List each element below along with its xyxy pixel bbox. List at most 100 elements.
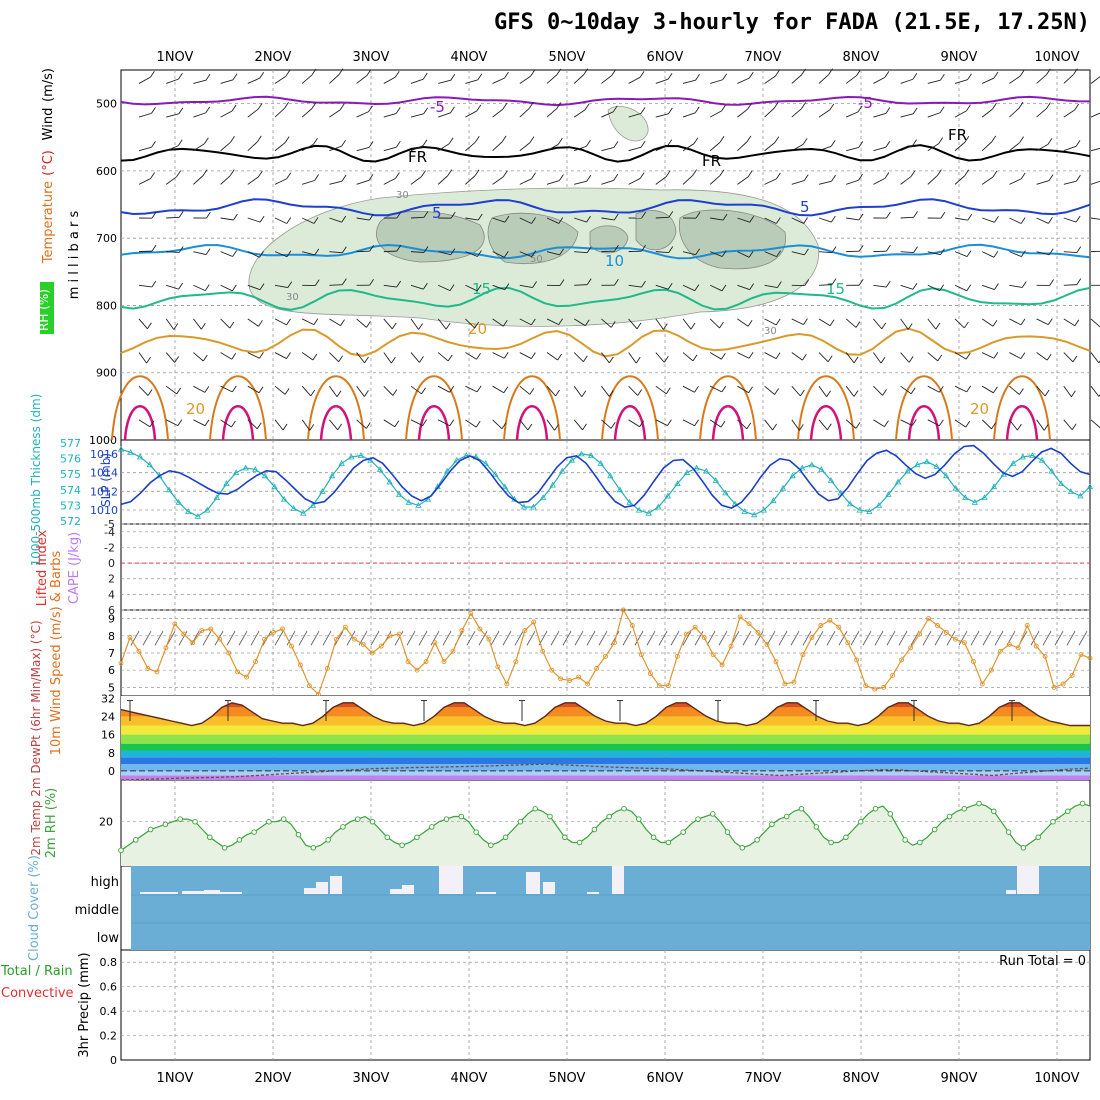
li-tick--4: -4 [104,526,115,539]
thickness-point [962,494,969,500]
wind-barb-feather [608,390,614,397]
wind-barb-feather [774,136,780,143]
wind-barb [519,419,529,431]
wind-barb-feather [695,73,700,81]
wind-speed-point [890,672,896,678]
wind-barb-feather [668,211,674,218]
wind-speed-point [342,624,348,630]
wind-barb [818,251,832,254]
p-tick-1000: 1000 [89,434,117,447]
wind-barb [410,419,423,426]
upper-air-panel: 500 600 700 800 900 1000 -5 -5 FR FR FR 5 5 10 15 15 20 2… [89,68,1100,447]
wind-barb-feather [151,140,156,148]
surface-wind-barb [154,631,164,646]
wind-speed-point [199,628,205,634]
wind-barb-feather [721,284,727,292]
wind-barb [437,143,450,152]
x-tick-bottom-3: 4NOV [451,1071,488,1086]
wind-barb-feather [1072,68,1078,75]
thickness-point [175,498,182,505]
wind-barb-feather [151,211,157,219]
wind-speed-point [235,669,241,675]
wind-speed-point [271,629,276,635]
wind-barb [655,352,665,363]
rh-point [547,813,553,820]
wind-barb [274,217,287,224]
wind-barb-feather [422,139,428,146]
wind-speed-point [773,659,779,665]
rh-point [562,834,568,841]
wind-barb [601,217,615,221]
wind-barb-feather [313,318,319,325]
wind-barb [247,318,259,327]
thickness-point [559,467,566,474]
wind-barb [329,419,339,431]
wind-barb [710,217,724,221]
wind-barb-feather [258,386,264,393]
wind-barb-feather [1076,246,1082,253]
x-tick-top-2: 3NOV [353,50,390,65]
precip-tick-0.8: 0.8 [100,956,118,969]
wind-barb [791,251,805,256]
wind-barb-feather [965,420,971,428]
wind-barb-feather [935,322,941,330]
rh-area [121,803,1090,866]
thickness-point [923,458,931,465]
wind-speed-point [629,623,635,628]
thickness-point [1029,452,1036,458]
cloud-gap-1 [158,892,178,894]
wind-barb-feather [831,246,837,253]
wind-barb-feather [776,217,781,224]
wind-barb [655,318,664,330]
surface-wind-barb [502,631,512,646]
wind-speed-point [683,631,689,637]
thickness-point [568,456,576,463]
wind-barb [573,74,585,84]
wind-barb-feather [419,356,424,363]
wind-barb-feather [177,419,183,426]
wind-barb-feather [146,356,151,364]
wind-barb [818,419,828,431]
wind-speed-point [414,667,420,673]
wind-barb-feather [748,251,754,258]
wind-barb [438,251,451,256]
wind-barb [791,352,803,361]
surface-wind-barb [718,631,728,646]
wind-barb-feather [747,320,753,327]
wind-barb [927,318,937,330]
wind-barb [301,108,313,118]
wind-barb-feather [695,248,701,255]
wind-speed-point [127,635,133,640]
wind-barb [220,79,234,84]
surface-wind-barb [526,631,536,646]
wind-barb [601,179,614,185]
cloud-gap-9 [402,885,414,894]
cloud-gap-11 [476,892,496,894]
wind-barb [247,77,260,84]
cloud-gap-2 [182,891,204,894]
wind-barb [818,318,831,327]
rh-point [1065,808,1071,815]
wind-barb-feather [502,320,508,327]
wind-barb-feather [527,423,533,431]
x-tick-top-8: 9NOV [941,50,978,65]
thk-tick-577: 577 [60,437,81,450]
wind-barb-feather [775,352,781,359]
wind-barb [1009,318,1022,326]
rh-point [857,818,864,825]
wind-barb [410,216,425,219]
wind-barb [138,352,147,364]
wind-barb-feather [858,279,864,286]
rh-point [177,816,183,822]
wind-barb-feather [584,319,590,326]
wind-barb-feather [341,174,347,182]
temp-contour-m5 [120,95,1091,107]
surface-wind-barb [994,631,1004,646]
surface-wind-barb [1078,631,1088,646]
wind-speed-point [665,683,671,689]
wind-barb-feather [802,138,808,145]
wind-barb-feather [1020,352,1026,359]
run-total-label: Run Total = 0 [999,954,1086,969]
wind-speed-point [441,659,447,665]
wind-barb [165,419,179,427]
